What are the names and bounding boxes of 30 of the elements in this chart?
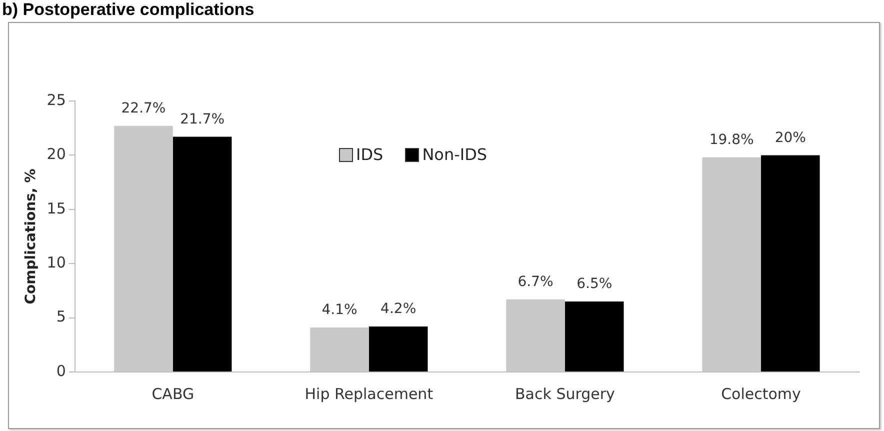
x-tick-label: Back Surgery xyxy=(514,384,616,403)
x-tick-label: Colectomy xyxy=(721,384,802,403)
legend-label: Non-IDS xyxy=(422,145,488,164)
y-tick-label: 10 xyxy=(46,253,66,272)
bar xyxy=(702,157,761,372)
bar xyxy=(506,299,565,372)
bar xyxy=(172,136,232,372)
data-label: 6.5% xyxy=(576,276,612,292)
data-label: 22.7% xyxy=(121,100,166,117)
x-tick-label: CABG xyxy=(152,384,194,403)
data-label: 21.7% xyxy=(180,111,225,128)
data-label: 20% xyxy=(774,130,806,146)
y-tick-label: 15 xyxy=(46,199,66,218)
y-tick-label: 5 xyxy=(56,308,66,326)
data-label: 4.1% xyxy=(322,302,358,318)
bar xyxy=(564,302,624,372)
y-tick-label: 20 xyxy=(46,145,66,164)
data-label: 4.2% xyxy=(380,301,416,318)
legend-label: IDS xyxy=(356,145,384,164)
y-axis-title: Complications, % xyxy=(23,168,40,304)
bar xyxy=(310,328,369,372)
bar xyxy=(368,326,428,372)
data-label: 19.8% xyxy=(709,132,754,148)
y-tick-label: 0 xyxy=(56,362,66,380)
chart-title: b) Postoperative complications xyxy=(2,0,254,20)
x-tick-label: Hip Replacement xyxy=(304,384,434,403)
bar xyxy=(760,155,820,372)
data-label: 6.7% xyxy=(518,274,554,290)
y-tick-label: 25 xyxy=(46,90,66,109)
bar xyxy=(114,126,173,372)
